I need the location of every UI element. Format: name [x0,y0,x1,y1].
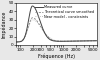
Y-axis label: Impédance: Impédance [1,10,7,38]
Legend: Measured curve, Theoretical curve smoothed, Near model - constraints: Measured curve, Theoretical curve smooth… [35,5,95,19]
X-axis label: Fréquence (Hz): Fréquence (Hz) [38,53,75,59]
